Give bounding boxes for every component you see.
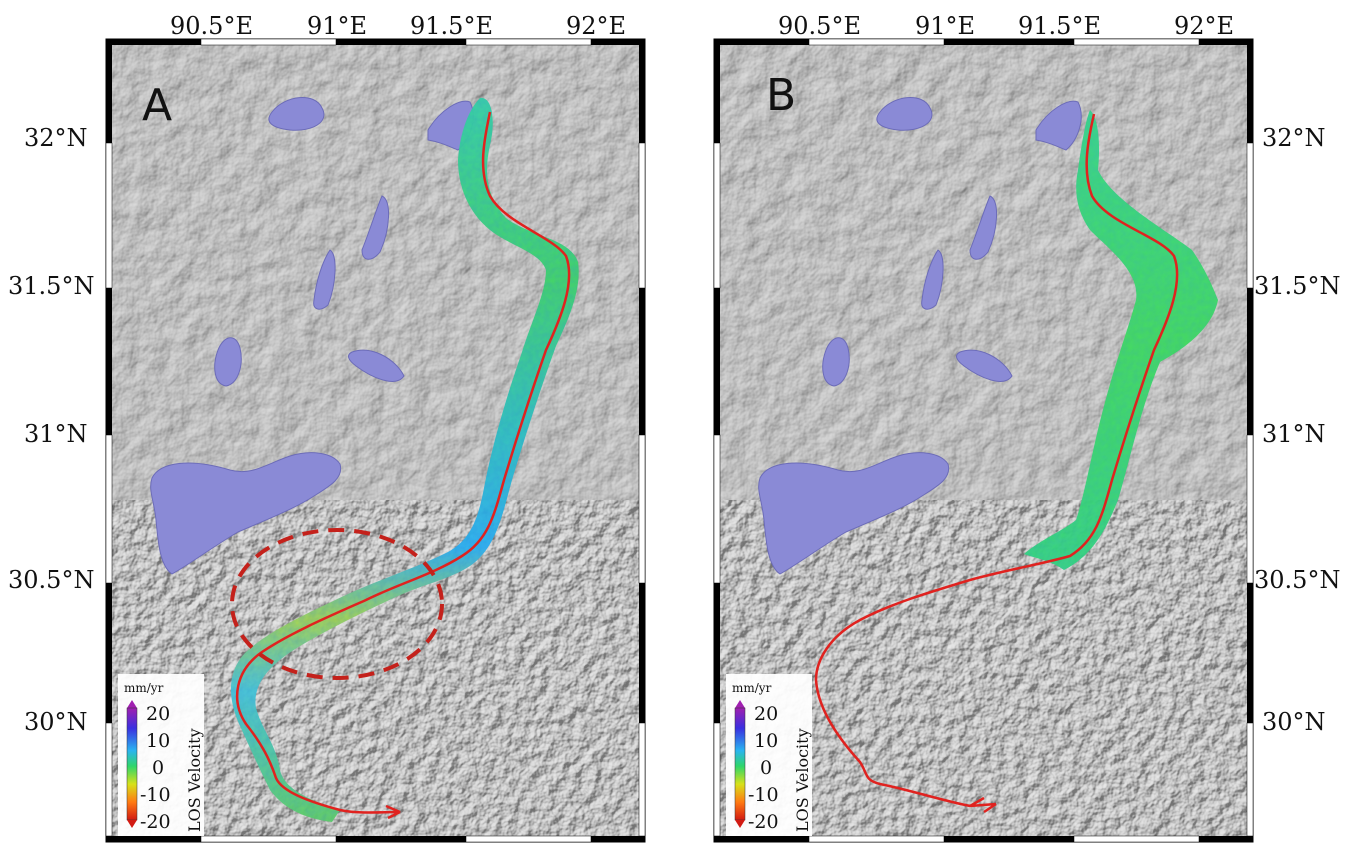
colorbar-tick-b-1: 10 [754,730,778,752]
colorbar-tick-b-3: -10 [748,784,779,806]
colorbar-legend-b: mm/yr 20 10 0 -10 -20 LOS Velocity [726,674,812,836]
lon-label-b-1: 91°E [915,12,976,40]
lon-label-b-2: 91.5°E [1018,12,1101,40]
lake-b-2 [1035,100,1082,151]
lat-label-a-3: 30.5°N [8,566,95,594]
lat-label-b-2: 31°N [1262,420,1326,448]
lon-label-a-1: 91°E [307,12,368,40]
rugged-terrain-a [112,500,639,836]
lake-a-7 [150,452,342,575]
lat-label-b-0: 32°N [1262,124,1326,152]
lon-label-a-0: 90.5°E [170,12,253,40]
colorbar-tick-a-3: -10 [140,784,171,806]
map-frame-a [105,38,646,843]
colorbar-tick-b-4: -20 [748,811,779,833]
lake-a-6 [348,349,405,382]
lake-b-6 [956,349,1013,382]
lake-b-1 [876,96,933,131]
colorbar-tick-b-2: 0 [760,757,772,779]
colorbar-tick-a-2: 0 [152,757,164,779]
lat-label-b-4: 30°N [1262,708,1326,736]
insar-swath-b-texture [1024,110,1218,570]
colorbar-tick-a-0: 20 [146,703,170,725]
lon-label-b-0: 90.5°E [778,12,861,40]
lat-label-a-1: 31.5°N [8,272,95,300]
colorbar-title-b: LOS Velocity [793,728,812,832]
lat-label-a-0: 32°N [24,124,88,152]
colorbar-tick-a-1: 10 [146,730,170,752]
fault-line-b [814,113,1179,814]
colorbar-unit-a: mm/yr [124,681,164,695]
lakes-b [758,96,1082,575]
fault-line-a [235,111,571,820]
lat-label-b-3: 30.5°N [1254,566,1341,594]
lon-label-b-3: 92°E [1174,12,1235,40]
lon-label-a-2: 91.5°E [410,12,493,40]
lake-b-7 [758,452,950,575]
map-panel-b: B mm/yr 20 10 0 -10 -20 LOS Velocity [713,38,1254,843]
colorbar-tick-b-0: 20 [754,703,778,725]
panel-letter-b: B [766,70,796,121]
map-frame-b [713,38,1254,843]
colorbar-tick-a-4: -20 [140,811,171,833]
panel-letter-a: A [142,80,172,131]
lake-a-4 [313,249,336,310]
lon-label-a-3: 92°E [566,12,627,40]
lake-b-5 [822,337,850,387]
lake-a-5 [214,337,242,387]
lat-label-a-2: 31°N [24,420,88,448]
lat-label-a-4: 30°N [24,708,88,736]
highlight-ellipse [230,528,444,680]
lake-b-4 [921,249,944,310]
lat-label-b-1: 31.5°N [1254,272,1341,300]
lake-a-3 [361,195,390,260]
colorbar-legend-a: mm/yr 20 10 0 -10 -20 LOS Velocity [118,674,204,836]
lake-a-1 [268,96,325,131]
colorbar-title-a: LOS Velocity [185,728,204,832]
lake-b-3 [969,195,998,260]
lakes-a [150,96,474,575]
colorbar-unit-b: mm/yr [732,681,772,695]
map-panel-a: A mm/yr 20 10 0 -10 -20 LOS Velocity [105,38,646,843]
